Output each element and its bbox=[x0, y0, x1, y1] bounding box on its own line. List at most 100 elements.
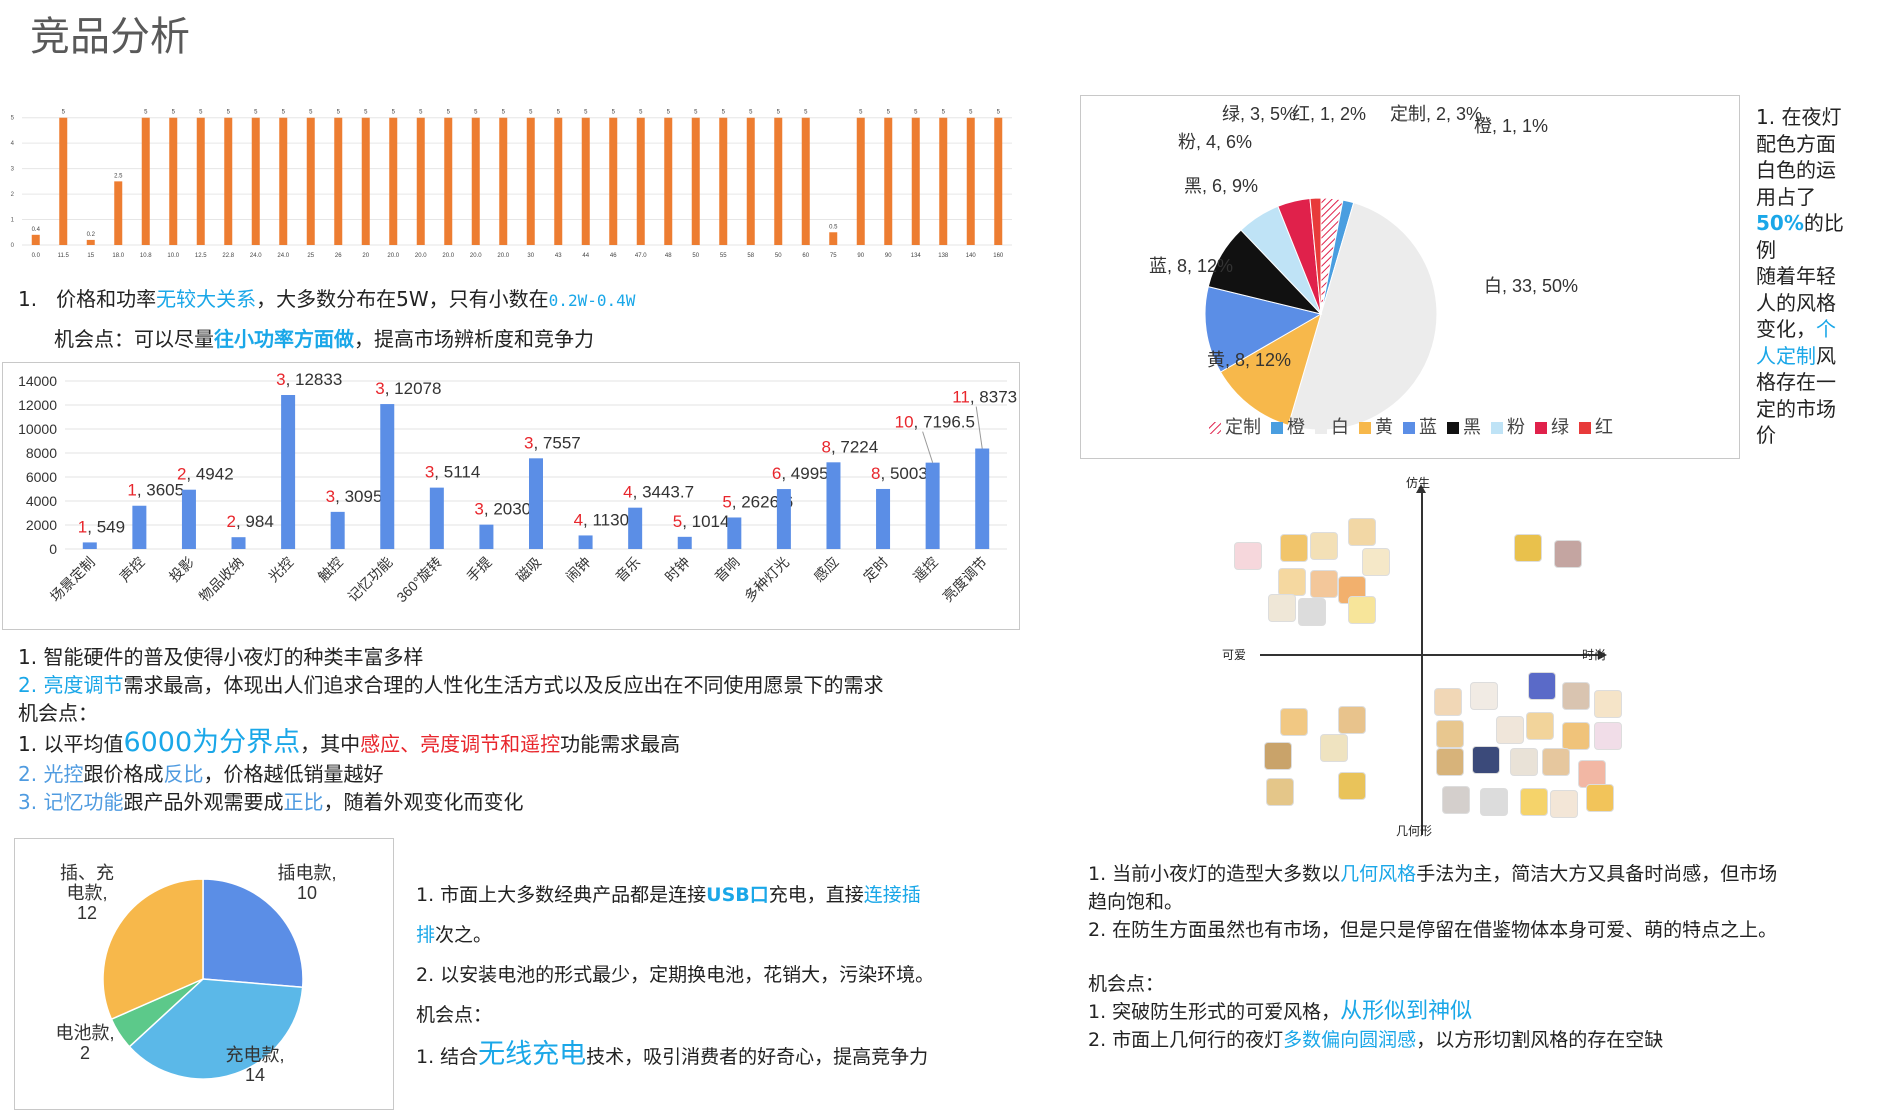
data-label: 5 bbox=[722, 110, 726, 116]
x-tick-label: 遥控 bbox=[910, 554, 941, 585]
count-label: 1 bbox=[78, 517, 87, 536]
bar bbox=[578, 535, 593, 549]
color-pie-chart: 定制, 2, 3%橙, 1, 1% 白, 33, 50% 黄, 8, 12% 蓝, 8… bbox=[1149, 104, 1613, 437]
style-note-3: 2. 在防生方面虽然也有市场，但是只是停留在借鉴物体本身可爱、萌的特点之上。 bbox=[1088, 919, 1778, 941]
data-label: 3, 7557 bbox=[524, 433, 581, 452]
slice-label: 电池款, bbox=[55, 1023, 114, 1043]
nightlight-thumbnail bbox=[1442, 786, 1470, 814]
count-label: 6 bbox=[772, 464, 781, 483]
slice-label: 电款, bbox=[66, 883, 107, 903]
x-tick-label: 时钟 bbox=[662, 554, 693, 585]
moodboard-axis-arrow-icon bbox=[1598, 650, 1607, 660]
value-label: , 12833 bbox=[286, 370, 343, 389]
note-text: 1. 突破防生形式的可爱风格， bbox=[1088, 1001, 1341, 1023]
data-label: 5 bbox=[392, 110, 396, 116]
data-label: 1, 549 bbox=[78, 517, 125, 536]
count-label: 8 bbox=[871, 464, 880, 483]
count-label: 5 bbox=[673, 512, 682, 531]
x-tick-label: 47.0 bbox=[635, 253, 647, 259]
note-text: 1. 当前小夜灯的造型大多数以 bbox=[1088, 863, 1341, 885]
x-tick-label: 0.0 bbox=[32, 253, 41, 259]
bar bbox=[719, 117, 728, 245]
data-label: 3, 12833 bbox=[276, 370, 342, 389]
price-notes: 1. 价格和功率无较大关系，大多数分布在5W，只有小数在0.2W-0.4W 机会… bbox=[18, 285, 635, 353]
slice-label: 蓝, 8, 12% bbox=[1149, 256, 1233, 276]
bar bbox=[554, 117, 563, 245]
style-note-6: 2. 市面上几何行的夜灯多数偏向圆润感，以方形切割风格的存在空缺 bbox=[1088, 1026, 1777, 1054]
legend-label: 粉 bbox=[1507, 417, 1525, 437]
data-label: 5 bbox=[694, 110, 698, 116]
x-tick-label: 感应 bbox=[810, 554, 841, 585]
note-text: 机会点：可以尽量 bbox=[54, 327, 214, 351]
bar bbox=[231, 537, 246, 549]
count-label: 3 bbox=[524, 433, 533, 452]
nightlight-thumbnail bbox=[1268, 594, 1296, 622]
x-tick-label: 20.0 bbox=[387, 253, 399, 259]
x-tick-label: 55 bbox=[720, 253, 727, 259]
data-label: 5 bbox=[282, 110, 286, 116]
bar bbox=[829, 232, 838, 245]
note-text: 2. 市面上几何行的夜灯 bbox=[1088, 1029, 1284, 1051]
x-tick-label: 定时 bbox=[860, 554, 891, 585]
nightlight-thumbnail bbox=[1278, 568, 1306, 596]
x-tick-label: 11.5 bbox=[58, 253, 70, 259]
note-highlight: 0.2W-0.4W bbox=[548, 291, 636, 310]
nightlight-thumbnail bbox=[1520, 788, 1548, 816]
color-chart-frame: 定制, 2, 3% 橙, 1, 1% 白, 33, 50% 黄, 8, 12% 蓝, 8… bbox=[1080, 95, 1740, 459]
nightlight-thumbnail bbox=[1264, 742, 1292, 770]
charging-note-1: 1. 市面上大多数经典产品都是连接USB口充电，直接连接插 bbox=[416, 875, 934, 915]
nightlight-thumbnail bbox=[1266, 778, 1294, 806]
nightlight-thumbnail bbox=[1310, 570, 1338, 598]
note-text: ，其中 bbox=[300, 732, 361, 756]
data-label: 4, 3443.7 bbox=[623, 483, 694, 502]
bar bbox=[826, 462, 841, 549]
nightlight-thumbnail bbox=[1554, 540, 1582, 568]
x-tick-label: 140 bbox=[966, 253, 977, 259]
count-label: 3 bbox=[425, 463, 434, 482]
note-text: 1. 以平均值 bbox=[18, 732, 124, 756]
data-label: 0.5 bbox=[829, 224, 838, 230]
bar bbox=[380, 404, 395, 549]
nightlight-thumbnail bbox=[1594, 690, 1622, 718]
style-note-1: 1. 当前小夜灯的造型大多数以几何风格手法为主，简洁大方又具备时尚感，但市场 bbox=[1088, 860, 1777, 888]
data-label: 5 bbox=[997, 110, 1001, 116]
value-label: , 8373 bbox=[970, 388, 1017, 407]
x-tick-label: 声控 bbox=[116, 554, 147, 585]
x-tick-label: 44 bbox=[582, 253, 589, 259]
data-label: 5 bbox=[914, 110, 918, 116]
data-label: 5 bbox=[639, 110, 643, 116]
x-tick-label: 22.8 bbox=[222, 253, 234, 259]
x-tick-label: 音乐 bbox=[612, 554, 643, 585]
feature-note-1: 1. 智能硬件的普及使得小夜灯的种类丰富多样 bbox=[18, 645, 424, 669]
bar bbox=[746, 117, 755, 245]
count-label: 5 bbox=[722, 492, 731, 511]
data-label: 5 bbox=[474, 110, 478, 116]
y-tick-label: 6000 bbox=[26, 469, 57, 485]
data-label: 0.4 bbox=[32, 227, 41, 233]
y-tick-label: 1 bbox=[11, 218, 15, 224]
nightlight-thumbnail bbox=[1594, 722, 1622, 750]
data-label: 5 bbox=[199, 110, 203, 116]
data-label: 8, 5003 bbox=[871, 464, 928, 483]
value-label: , 12078 bbox=[385, 379, 442, 398]
x-tick-label: 46 bbox=[610, 253, 617, 259]
charging-note-3: 2. 以安装电池的形式最少，定期换电池，花销大，污染环境。 bbox=[416, 964, 935, 986]
x-tick-label: 光控 bbox=[265, 554, 296, 585]
bar bbox=[975, 448, 990, 549]
note-text: ，随着外观变化而变化 bbox=[323, 790, 524, 814]
nightlight-thumbnail bbox=[1436, 748, 1464, 776]
data-label: 2, 4942 bbox=[177, 465, 234, 484]
value-label: , 984 bbox=[236, 512, 274, 531]
count-label: 3 bbox=[326, 487, 335, 506]
data-label: 5 bbox=[969, 110, 973, 116]
legend-swatch bbox=[1359, 422, 1371, 434]
note-text: 跟价格成 bbox=[83, 762, 164, 786]
leader-line bbox=[922, 431, 934, 463]
data-label: 3, 12078 bbox=[375, 379, 441, 398]
slice-label: 12 bbox=[77, 903, 97, 923]
value-label: , 1014 bbox=[682, 512, 729, 531]
bar bbox=[471, 117, 480, 245]
x-tick-label: 记忆功能 bbox=[344, 554, 395, 605]
features-chart-frame: 0 2000 4000 6000 8000 10000 12000 14000 1, 549 场景… bbox=[2, 362, 1020, 630]
bar bbox=[281, 395, 296, 549]
